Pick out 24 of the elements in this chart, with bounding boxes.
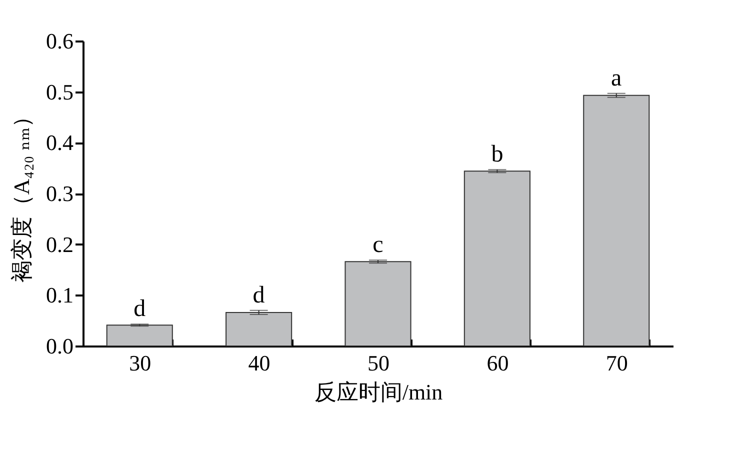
y-tick-label: 0.2 [46,232,74,257]
bar [583,94,650,346]
y-tick-label: 0.1 [46,282,74,308]
y-tick-label: 0.3 [46,181,74,206]
y-tick-label: 0.4 [46,130,74,156]
x-tick-label: 40 [248,350,270,376]
annotation: d [134,296,146,322]
y-axis-title: 褐变度（A₄₂₀ ₙₘ） [9,105,34,283]
annotation: b [491,142,504,168]
y-tick-label: 0.5 [46,79,74,104]
x-tick-label: 30 [129,350,152,376]
x-tick-label: 50 [368,350,390,376]
annotation: d [252,282,265,308]
y-tick-label: 0.6 [46,28,74,54]
annotation: c [372,232,384,258]
bar [344,261,412,346]
bar [226,312,292,346]
bar [106,324,173,346]
x-axis-title: 反应时间/min [314,380,443,404]
y-tick-label: 0.0 [46,334,74,358]
bar [464,170,530,346]
annotation: a [611,65,622,92]
x-tick-label: 60 [486,350,509,376]
x-tick-label: 70 [606,350,628,376]
